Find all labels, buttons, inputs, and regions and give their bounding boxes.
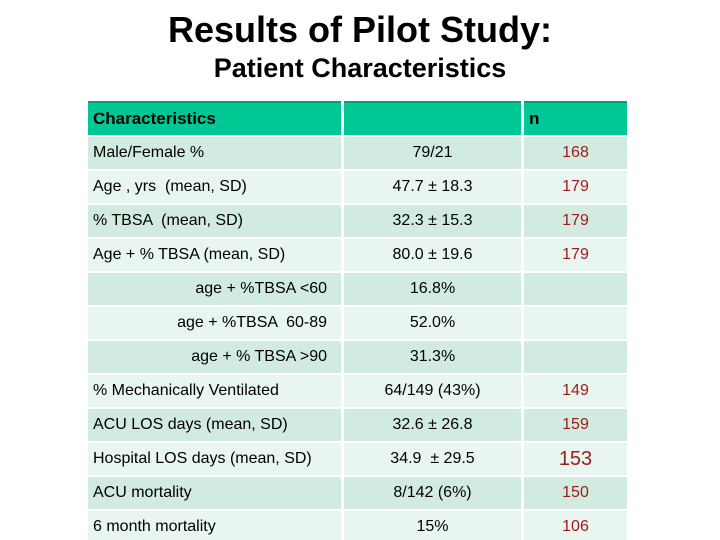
header-n: n <box>524 101 627 135</box>
table-row: ACU LOS days (mean, SD) 32.6 ± 26.8 159 <box>88 409 627 441</box>
row-n: 153 <box>524 443 627 475</box>
row-n <box>524 307 627 339</box>
table-row: age + %TBSA 60-89 52.0% <box>88 307 627 339</box>
table-row: Age , yrs (mean, SD) 47.7 ± 18.3 179 <box>88 171 627 203</box>
row-value: 8/142 (6%) <box>344 477 521 509</box>
header-characteristics: Characteristics <box>88 101 341 135</box>
row-label: 6 month mortality <box>88 511 341 540</box>
table-row: Hospital LOS days (mean, SD) 34.9 ± 29.5 1… <box>88 443 627 475</box>
header-value-blank <box>344 101 521 135</box>
row-label: Hospital LOS days (mean, SD) <box>88 443 341 475</box>
row-value: 47.7 ± 18.3 <box>344 171 521 203</box>
row-label: Male/Female % <box>88 137 341 169</box>
characteristics-table: Characteristics n Male/Female % 79/21 168 A… <box>85 99 630 540</box>
row-label: age + % TBSA >90 <box>88 341 341 373</box>
row-label: age + %TBSA <60 <box>88 273 341 305</box>
table-row: age + % TBSA >90 31.3% <box>88 341 627 373</box>
row-n <box>524 341 627 373</box>
table-header-row: Characteristics n <box>88 101 627 135</box>
table-row: % Mechanically Ventilated 64/149 (43%) 149 <box>88 375 627 407</box>
table-row: Male/Female % 79/21 168 <box>88 137 627 169</box>
row-n <box>524 273 627 305</box>
row-label: Age + % TBSA (mean, SD) <box>88 239 341 271</box>
row-n: 149 <box>524 375 627 407</box>
row-n: 179 <box>524 171 627 203</box>
row-value: 32.6 ± 26.8 <box>344 409 521 441</box>
row-label: ACU LOS days (mean, SD) <box>88 409 341 441</box>
table-row: Age + % TBSA (mean, SD) 80.0 ± 19.6 179 <box>88 239 627 271</box>
row-label: % Mechanically Ventilated <box>88 375 341 407</box>
table-row: % TBSA (mean, SD) 32.3 ± 15.3 179 <box>88 205 627 237</box>
row-n: 179 <box>524 205 627 237</box>
row-label: age + %TBSA 60-89 <box>88 307 341 339</box>
table-row: ACU mortality 8/142 (6%) 150 <box>88 477 627 509</box>
row-value: 32.3 ± 15.3 <box>344 205 521 237</box>
row-label: Age , yrs (mean, SD) <box>88 171 341 203</box>
row-value: 64/149 (43%) <box>344 375 521 407</box>
slide-subtitle: Patient Characteristics <box>213 52 507 83</box>
row-value: 79/21 <box>344 137 521 169</box>
row-label: % TBSA (mean, SD) <box>88 205 341 237</box>
row-value: 16.8% <box>344 273 521 305</box>
row-value: 31.3% <box>344 341 521 373</box>
row-label: ACU mortality <box>88 477 341 509</box>
row-n: 106 <box>524 511 627 540</box>
table-row: 6 month mortality 15% 106 <box>88 511 627 540</box>
row-n: 179 <box>524 239 627 271</box>
row-n: 168 <box>524 137 627 169</box>
row-value: 34.9 ± 29.5 <box>344 443 521 475</box>
row-value: 15% <box>344 511 521 540</box>
row-n: 159 <box>524 409 627 441</box>
table-body: Male/Female % 79/21 168 Age , yrs (mean, SD… <box>88 137 627 540</box>
table-row: age + %TBSA <60 16.8% <box>88 273 627 305</box>
row-n: 150 <box>524 477 627 509</box>
row-value: 80.0 ± 19.6 <box>344 239 521 271</box>
row-value: 52.0% <box>344 307 521 339</box>
slide-title: Results of Pilot Study: <box>167 9 552 50</box>
